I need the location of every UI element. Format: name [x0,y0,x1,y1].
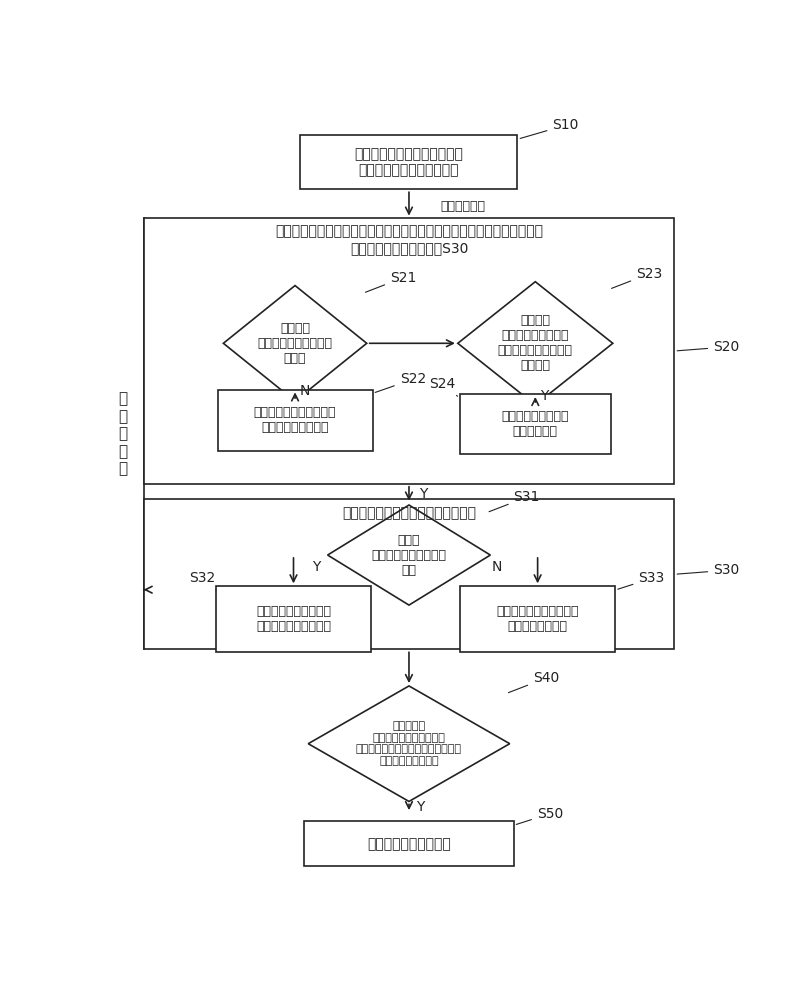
Polygon shape [458,282,613,405]
Text: 判断获取
的所述屏蔽频率信息
是否存在所述永久屏蔽
频率信息: 判断获取 的所述屏蔽频率信息 是否存在所述永久屏蔽 频率信息 [498,314,573,372]
Text: 根据所述系统屏蔽信息，
执行所述屏蔽操作: 根据所述系统屏蔽信息， 执行所述屏蔽操作 [496,605,579,633]
Text: 根据所述自定义屏蔽信
息，执行所述屏蔽操作: 根据所述自定义屏蔽信 息，执行所述屏蔽操作 [256,605,331,633]
Bar [304,821,514,866]
Text: S31: S31 [489,490,540,512]
Bar [460,394,610,454]
Text: S24: S24 [429,377,457,396]
Text: S40: S40 [508,671,559,693]
Text: 监听当前开
启的所述应用程序是否退
出全屏状态，或，监听当前开启的所
述应用程序是否关闭: 监听当前开 启的所述应用程序是否退 出全屏状态，或，监听当前开启的所 述应用程序… [356,721,462,766]
Bar [460,586,615,652]
Text: S30: S30 [678,563,740,577]
Text: 查询当前开启的应用程序中屏
蔽虚拟按键功能的工作模式: 查询当前开启的应用程序中屏 蔽虚拟按键功能的工作模式 [354,147,464,177]
Text: 监听当前开启的所述应用程序是否处于全屏状态，若是，则判断并获取屏
蔽频率信息，并执行步骤S30: 监听当前开启的所述应用程序是否处于全屏状态，若是，则判断并获取屏 蔽频率信息，并… [275,225,543,255]
Text: 自
定
义
模
式: 自 定 义 模 式 [118,391,128,476]
Text: S33: S33 [618,571,665,589]
Bar [144,499,674,649]
Text: Y: Y [312,560,320,574]
Text: S10: S10 [520,118,579,138]
Polygon shape [223,286,367,401]
Text: 存储获取的所述永久
屏蔽频率信息: 存储获取的所述永久 屏蔽频率信息 [502,410,569,438]
Text: 弹出提示信息，获取用户
设置的屏蔽频率信息: 弹出提示信息，获取用户 设置的屏蔽频率信息 [254,406,336,434]
Text: S22: S22 [375,372,426,392]
Text: Y: Y [540,389,549,403]
Text: S32: S32 [189,571,216,590]
Text: Y: Y [417,800,425,814]
Text: S23: S23 [611,267,662,288]
Bar [216,586,371,652]
Text: Y: Y [419,487,427,501]
Text: 根据预设的屏蔽信息，执行屏蔽操作: 根据预设的屏蔽信息，执行屏蔽操作 [342,506,476,520]
Bar [144,218,674,484]
Polygon shape [328,505,490,605]
Text: 停止执行所述屏蔽操作: 停止执行所述屏蔽操作 [367,837,451,851]
Text: 自动检测模式: 自动检测模式 [440,200,485,213]
Polygon shape [308,686,510,801]
Text: N: N [299,384,310,398]
Bar [218,389,373,451]
Text: S50: S50 [516,807,563,824]
Text: S20: S20 [678,340,740,354]
Bar [301,135,517,189]
Text: 判断是
否存在所述自定义屏蔽
信息: 判断是 否存在所述自定义屏蔽 信息 [372,534,446,577]
Text: N: N [492,560,502,574]
Text: S21: S21 [365,271,417,292]
Text: 判断是否
存在预先存储的永久屏
蔽信息: 判断是否 存在预先存储的永久屏 蔽信息 [258,322,333,365]
